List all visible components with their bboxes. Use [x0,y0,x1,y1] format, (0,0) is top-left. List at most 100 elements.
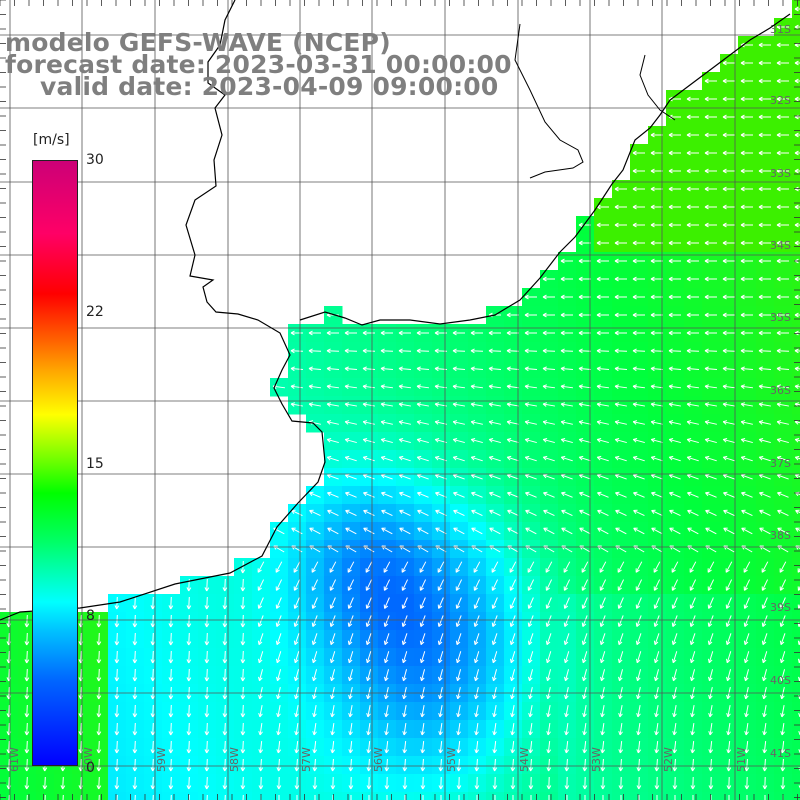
wind-arrow [437,579,445,591]
wind-arrow [327,509,339,516]
wind-arrow [740,366,754,372]
wind-arrow [578,240,591,246]
wind-arrow [725,597,732,609]
wind-arrow [398,384,412,389]
wind-arrow [345,527,357,535]
wind-arrow [618,776,624,790]
wind-arrow [312,776,318,790]
longitude-label: 51W [735,747,748,772]
wind-arrow [546,669,552,682]
wind-arrow [168,668,174,682]
wind-arrow [722,240,735,246]
wind-arrow [326,420,339,425]
wind-arrow [740,258,753,264]
wind-arrow [474,776,480,790]
wind-arrow [312,722,317,736]
latitude-label: 31S [770,23,791,36]
wind-arrow [380,348,394,354]
wind-arrow [293,633,300,646]
wind-arrow [510,669,516,682]
wind-arrow [741,509,753,516]
wind-arrow [614,438,627,444]
wind-arrow [437,633,444,646]
wind-arrow [704,78,717,84]
wind-arrow [708,758,714,772]
wind-cell [792,702,800,721]
wind-arrow [560,348,574,354]
wind-arrow [560,276,573,282]
wind-arrow [596,348,610,354]
wind-arrow [438,705,443,718]
wind-arrow [488,438,501,444]
wind-arrow [632,420,645,425]
wind-arrow [344,420,357,425]
wind-arrow [222,614,228,628]
wind-arrow [510,722,515,736]
wind-arrow [363,527,375,535]
wind-arrow [132,722,138,736]
wind-arrow [204,632,210,646]
wind-arrow [614,276,627,282]
wind-arrow [344,366,358,372]
wind-arrow [491,597,498,609]
wind-arrow [222,758,228,772]
wind-arrow [740,96,753,102]
wind-arrow [186,704,192,718]
wind-arrow [222,740,228,754]
wind-arrow [564,669,570,682]
wind-arrow [528,669,534,682]
wind-arrow [204,704,210,718]
wind-arrow [222,704,228,718]
wind-arrow [327,527,339,535]
wind-arrow [704,150,717,156]
wind-arrow [560,438,573,444]
wind-arrow [689,651,696,664]
wind-arrow [635,597,642,609]
colorbar-tick-22: 22 [86,304,104,320]
wind-arrow [345,491,357,498]
wind-arrow [578,294,591,300]
wind-arrow [564,776,570,790]
wind-arrow [330,669,336,682]
wind-arrow [491,633,498,646]
wind-arrow [705,509,717,516]
wind-arrow [686,455,699,462]
wind-arrow [98,794,100,800]
wind-arrow [452,402,465,407]
wind-arrow [290,330,304,336]
wind-arrow [650,258,663,264]
wind-arrow [168,650,174,664]
wind-arrow [42,776,48,790]
wind-arrow [650,473,663,480]
wind-arrow [474,722,479,736]
wind-arrow [596,258,609,264]
wind-arrow [188,794,190,800]
wind-arrow [509,561,517,573]
wind-arrow [704,258,717,264]
wind-arrow [632,438,645,444]
wind-arrow [312,669,318,682]
wind-arrow [507,509,519,516]
wind-arrow [311,615,318,627]
wind-arrow [240,596,246,610]
wind-arrow [579,491,591,498]
wind-arrow [635,579,643,591]
wind-arrow [725,651,732,664]
wind-arrow [116,794,118,800]
wind-arrow [24,776,30,790]
wind-arrow [582,740,588,754]
wind-arrow [651,527,663,535]
wind-arrow [690,669,696,682]
wind-arrow [740,60,753,66]
wind-arrow [96,614,102,628]
wind-arrow [582,758,588,772]
wind-arrow [419,579,427,591]
wind-arrow [705,527,717,535]
latitude-label: 32S [770,94,791,107]
wind-arrow [618,740,624,754]
wind-arrow [633,491,645,498]
wind-arrow [365,561,373,573]
wind-arrow [546,722,551,736]
wind-cell [792,414,800,433]
